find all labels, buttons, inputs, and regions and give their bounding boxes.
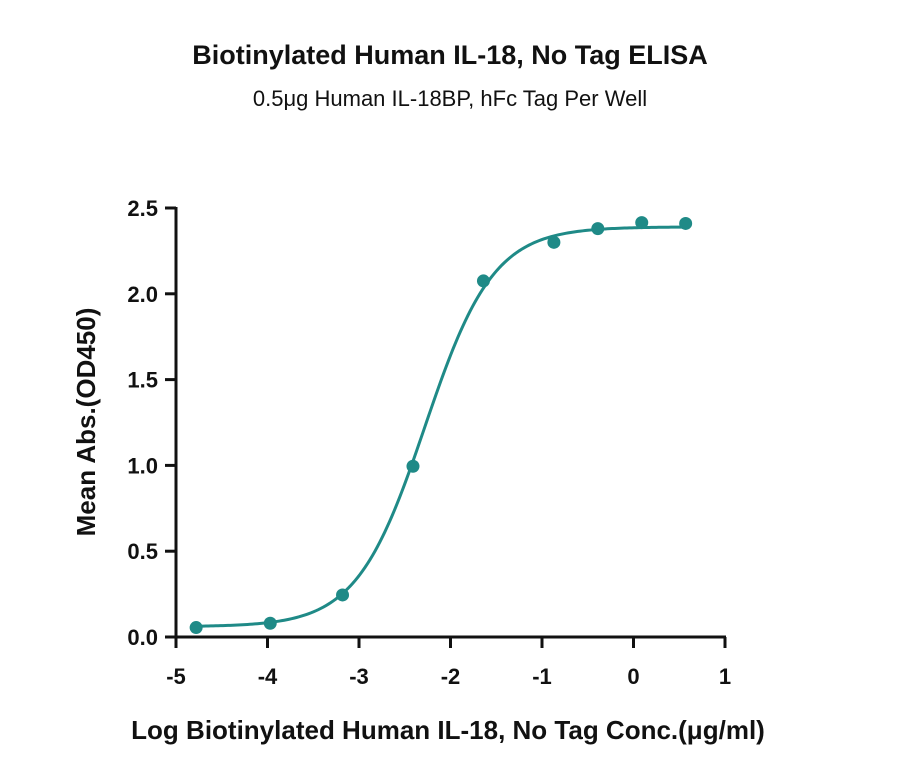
data-point — [263, 616, 277, 630]
x-tick-label: -1 — [532, 664, 552, 689]
chart-subtitle: 0.5μg Human IL-18BP, hFc Tag Per Well — [252, 86, 648, 111]
data-point — [189, 621, 203, 635]
chart-title: Biotinylated Human IL-18, No Tag ELISA — [192, 40, 708, 70]
y-tick-label: 1.0 — [127, 453, 158, 478]
x-tick-label: -3 — [349, 664, 369, 689]
data-point — [679, 216, 693, 230]
x-tick-label: -4 — [258, 664, 278, 689]
data-point — [635, 216, 649, 230]
x-tick-label: 0 — [627, 664, 639, 689]
data-point — [476, 274, 490, 288]
axes: -5 -4 -3 -2 -1 0 1 0.0 0.5 1.0 1.5 2.0 2.5 — [127, 196, 731, 689]
data-point — [547, 235, 561, 249]
y-axis-title: Mean Abs.(OD450) — [71, 308, 101, 537]
y-tick-label: 1.5 — [127, 368, 158, 393]
x-tick-label: -5 — [166, 664, 186, 689]
y-tick-label: 2.0 — [127, 282, 158, 307]
y-tick-label: 2.5 — [127, 196, 158, 221]
x-axis-title: Log Biotinylated Human IL-18, No Tag Con… — [131, 715, 765, 745]
x-tick-label: -2 — [441, 664, 461, 689]
fit-curve — [196, 225, 686, 628]
y-tick-label: 0.0 — [127, 625, 158, 650]
data-points — [189, 216, 693, 635]
data-point — [336, 588, 350, 602]
y-tick-label: 0.5 — [127, 539, 158, 564]
fit-curve-group — [196, 225, 686, 628]
data-point — [591, 222, 605, 236]
data-point — [406, 459, 420, 473]
x-tick-label: 1 — [719, 664, 731, 689]
